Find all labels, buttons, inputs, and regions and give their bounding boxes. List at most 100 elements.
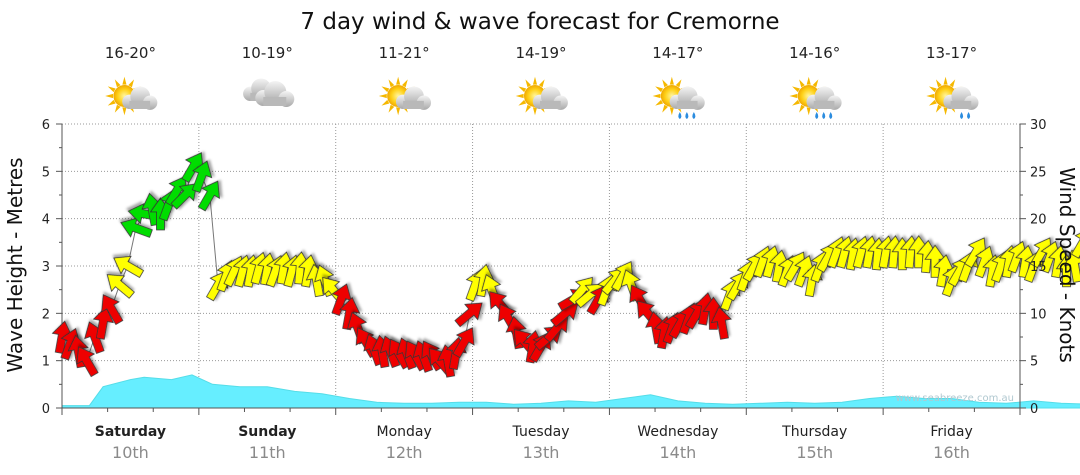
right-tick-label: 20 (1030, 213, 1047, 228)
sun-ray (662, 79, 668, 88)
wind-arrow (1047, 244, 1070, 279)
left-tick-label: 3 (42, 260, 50, 275)
sun-ray (122, 76, 127, 85)
rain-drop (692, 112, 696, 119)
sun-ray (114, 79, 121, 88)
wind-arrow (452, 327, 475, 359)
day-forecast-saturday: Saturday 10th 16-20° (95, 44, 166, 462)
left-tick-label: 1 (42, 355, 50, 370)
right-tick-label: 15 (1030, 260, 1047, 275)
sun-ray (662, 104, 668, 113)
sun-ray (105, 93, 114, 99)
sun-ray (943, 107, 948, 116)
axes (56, 123, 1026, 415)
sun-ray (114, 104, 121, 113)
day-forecast-thursday: Thursday 15th 14-16° (781, 44, 847, 462)
partly-cloudy-icon (515, 76, 568, 116)
left-tick-label: 5 (42, 165, 50, 180)
sun-ray (926, 93, 935, 99)
sun-ray (675, 79, 682, 88)
axis-labels: 0 1 2 3 4 5 6 0 5 10 15 20 25 30 (42, 118, 1047, 417)
sun-ray (928, 99, 937, 106)
temperature-range: 11-21° (379, 44, 430, 62)
sun-ray (518, 86, 527, 93)
day-forecast-tuesday: Tuesday 13th 14-19° (512, 44, 570, 462)
wind-arrow (702, 296, 725, 330)
day-forecast-sunday: Sunday 11th 10-19° (238, 44, 296, 462)
sun-ray (396, 76, 401, 85)
sun-ray (381, 86, 390, 93)
day-label: Friday (930, 424, 972, 440)
cloud-shape (943, 86, 979, 110)
wind-arrow (297, 254, 320, 288)
wind-arrow (454, 302, 483, 328)
wind-arrows (51, 152, 1080, 378)
day-label: Saturday (95, 424, 166, 440)
cloud-base (129, 100, 151, 109)
sun-ray (812, 79, 819, 88)
day-label: Sunday (238, 424, 296, 440)
day-label: Monday (377, 424, 432, 440)
date-label: 12th (386, 443, 423, 462)
rain-drop (967, 112, 971, 119)
sun-ray (378, 93, 387, 99)
partly-cloudy-icon (105, 76, 158, 116)
cloud-shape (255, 81, 295, 107)
wind-arrow (181, 152, 204, 184)
day-forecast-wednesday: Wednesday 14th 14-17° (637, 44, 718, 462)
wind-arrow (76, 346, 99, 378)
wind-arrow (964, 237, 987, 269)
chart-title: 7 day wind & wave forecast for Cremorne (300, 9, 779, 35)
cloudy-icon (243, 78, 295, 107)
right-tick-label: 5 (1030, 355, 1038, 370)
rain-drop (678, 112, 682, 119)
rain-drop (829, 112, 833, 119)
day-label: Tuesday (512, 424, 570, 440)
left-tick-label: 0 (42, 402, 50, 417)
sun-ray (518, 99, 527, 106)
wind-arrow (611, 261, 634, 292)
sun-ray (388, 79, 395, 88)
cloud-base (403, 100, 424, 109)
sun-ray (107, 86, 116, 93)
cloud-base (540, 100, 561, 109)
cloud-shape (532, 86, 568, 110)
day-label: Wednesday (637, 424, 718, 440)
cloud-shape (122, 86, 158, 110)
sun-ray (532, 107, 538, 116)
day-forecast-monday: Monday 12th 11-21° (377, 44, 432, 462)
sun-ray (655, 86, 664, 93)
wind-arrow (113, 255, 145, 279)
sun-ray (935, 79, 942, 88)
sun-ray (943, 76, 948, 85)
temperature-range: 14-16° (789, 44, 840, 62)
sun-ray (396, 107, 401, 116)
sun-ray (128, 79, 135, 88)
sun-ray (928, 86, 937, 93)
wind-arrow (191, 160, 213, 194)
sun-ray (532, 76, 538, 85)
date-label: 10th (112, 443, 149, 462)
daily-forecast: Saturday 10th 16-20° Sunday 11th 10-19° Monday… (95, 44, 979, 462)
sun-ray (669, 76, 674, 85)
right-tick-label: 25 (1030, 165, 1047, 180)
shower-icon (652, 76, 705, 119)
sun-ray (799, 104, 805, 113)
cloud-base (263, 97, 287, 106)
temperature-range: 16-20° (105, 44, 156, 62)
wind-arrow (170, 183, 198, 210)
left-axis-title: Wave Height - Metres (3, 157, 27, 372)
cloud-base (676, 100, 698, 109)
partly-cloudy-icon (378, 76, 432, 116)
wind-arrow (92, 306, 114, 340)
cloud-shape (395, 86, 432, 110)
sun-ray (799, 79, 805, 88)
wind-arrow (106, 274, 135, 299)
temperature-range: 14-19° (515, 44, 566, 62)
wind-arrow (933, 254, 955, 288)
right-tick-label: 0 (1030, 402, 1038, 417)
date-label: 16th (933, 443, 970, 462)
rain-drop (685, 112, 689, 119)
sun-ray (107, 99, 116, 106)
